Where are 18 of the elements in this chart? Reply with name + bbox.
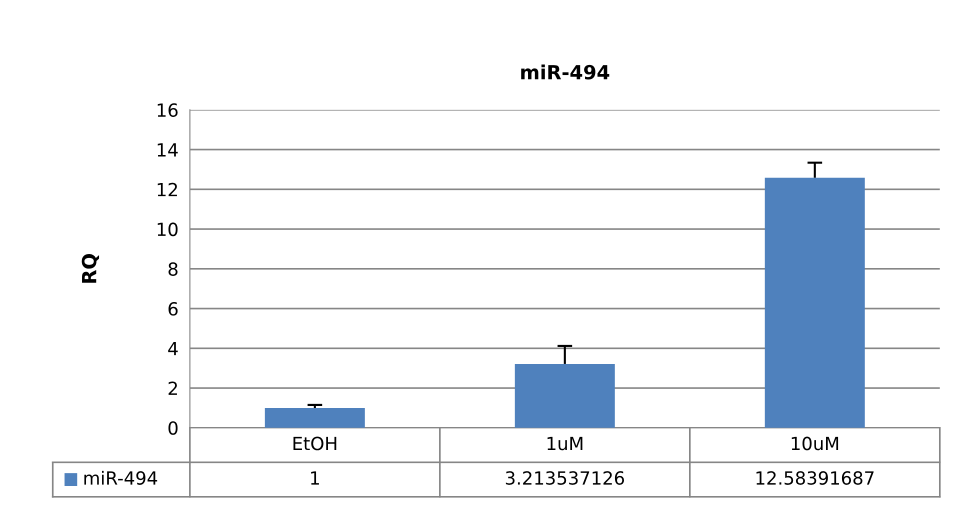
y-tick-label: 12: [158, 182, 177, 196]
y-tick-label: 2: [168, 382, 177, 395]
x-tick-label: EtOH: [294, 436, 336, 450]
data-label: 3.213537126: [506, 471, 624, 485]
x-tick-label: 1uM: [548, 436, 582, 450]
y-axis-title: RQ: [82, 254, 100, 283]
chart-title: miR-494: [521, 64, 610, 80]
data-label: 1: [311, 471, 319, 485]
legend-label: miR-494: [84, 470, 158, 485]
data-label: 12.58391687: [756, 471, 874, 485]
y-tick-label: 10: [158, 222, 178, 236]
y-tick-label: 16: [158, 103, 178, 117]
y-tick-label: 8: [168, 262, 178, 276]
y-tick-label: 6: [168, 302, 178, 316]
y-tick-label: 0: [168, 421, 178, 435]
y-tick-label: 14: [158, 143, 178, 156]
x-tick-label: 10uM: [792, 436, 838, 450]
y-tick-label: 4: [168, 342, 178, 356]
